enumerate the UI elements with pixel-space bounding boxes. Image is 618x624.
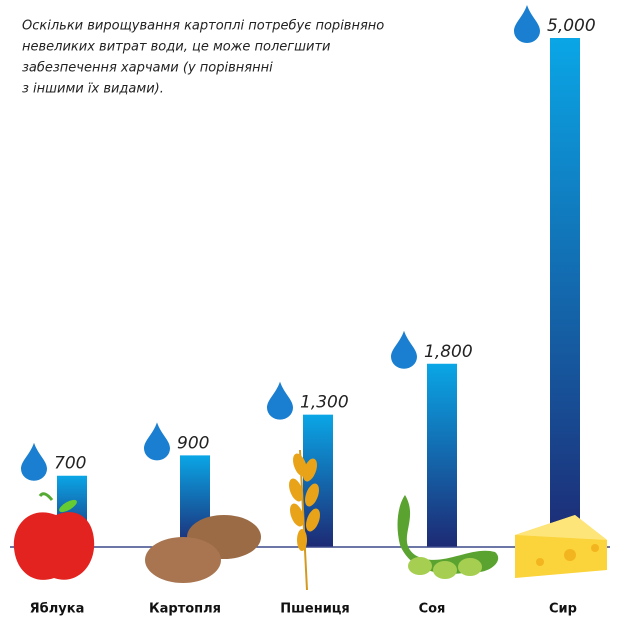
x-tick-label: Соя xyxy=(419,602,446,617)
water-drop xyxy=(267,381,293,420)
bar xyxy=(550,38,580,547)
water-drop xyxy=(144,422,170,461)
value-label: 1,800 xyxy=(424,342,473,362)
bars xyxy=(57,38,580,547)
water-drop xyxy=(391,330,417,369)
annotation-line: Оскільки вирощування картоплі потребує п… xyxy=(22,19,384,34)
x-tick-label: Пшениця xyxy=(280,602,350,617)
value-label: 700 xyxy=(54,454,86,474)
annotation-line: невеликих витрат води, це може полегшити xyxy=(22,40,331,55)
value-label: 900 xyxy=(177,433,209,453)
wheat-icon xyxy=(289,449,320,591)
annotation-line: з іншими їх видами). xyxy=(22,82,164,97)
water-drop xyxy=(21,442,47,481)
annotation-line: забезпечення харчами (у порівнянні xyxy=(22,61,273,76)
x-tick-label: Яблука xyxy=(30,602,85,617)
potato-icon xyxy=(145,515,261,583)
bar xyxy=(427,363,457,547)
soy-icon xyxy=(397,495,499,579)
annotation: Оскільки вирощування картоплі потребує п… xyxy=(22,19,384,97)
value-label: 5,000 xyxy=(547,16,596,36)
apple-icon xyxy=(13,492,95,580)
cheese-icon xyxy=(515,515,607,578)
water-drop xyxy=(514,5,540,43)
value-label: 1,300 xyxy=(300,393,349,413)
x-tick-label: Картопля xyxy=(149,602,221,617)
x-tick-label: Сир xyxy=(549,602,577,617)
